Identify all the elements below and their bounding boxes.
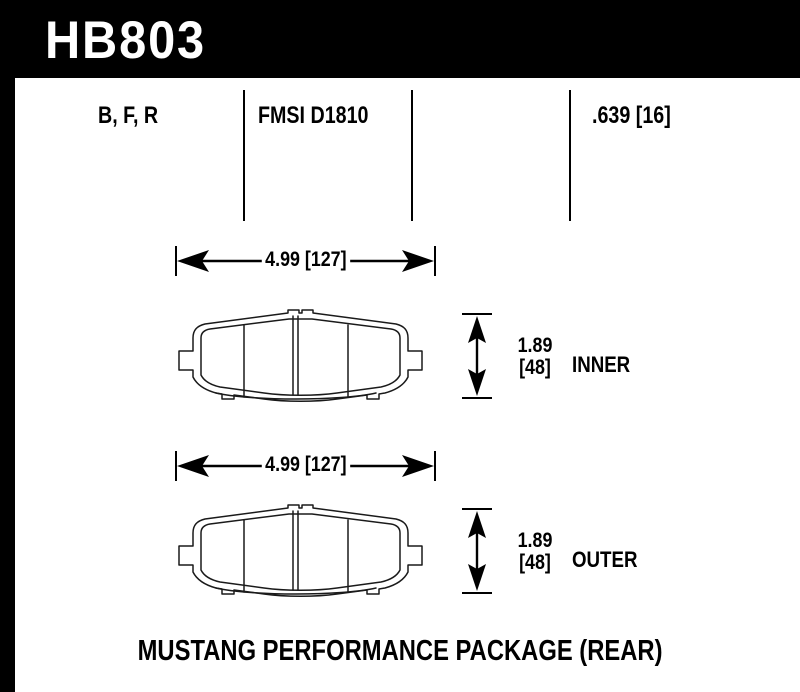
extension-line-left: [175, 246, 177, 276]
page-title: HB803: [45, 11, 206, 70]
extension-line-top: [462, 508, 492, 510]
brake-pad-outline-icon: [178, 504, 423, 597]
brake-pad-drawing-inner: [171, 307, 441, 415]
width-dimension-label-inner: 4.99 [127]: [175, 249, 436, 270]
spec-divider-2: [411, 90, 413, 221]
left-margin-rail: [0, 78, 15, 692]
application-caption: MUSTANG PERFORMANCE PACKAGE (REAR): [137, 635, 663, 667]
dimension-arrow-vertical-icon: [468, 511, 486, 591]
dimension-arrow-line-icon: [177, 455, 434, 477]
extension-line-top: [462, 313, 492, 315]
extension-line-bottom: [462, 592, 492, 594]
extension-line-bottom: [462, 397, 492, 399]
height-dimension-outer: [460, 508, 494, 594]
dimension-arrow-vertical-icon: [468, 316, 486, 396]
brake-pad-drawing-outer: [171, 502, 441, 610]
spec-divider-1: [243, 90, 245, 221]
width-dimension-label-outer: 4.99 [127]: [175, 454, 436, 475]
spec-compound-codes: B, F, R: [98, 102, 159, 129]
extension-line-right: [434, 246, 436, 276]
spec-divider-3: [569, 90, 571, 221]
brake-pad-outline-icon: [178, 309, 423, 402]
extension-line-right: [434, 451, 436, 481]
height-dimension-label-inner: 1.89 [48]: [517, 334, 553, 379]
pad-side-label-inner: INNER: [572, 352, 631, 377]
width-dimension-outer: 4.99 [127]: [175, 451, 436, 485]
spec-thickness-value: .639 [16]: [592, 102, 671, 129]
height-dimension-label-outer: 1.89 [48]: [517, 529, 553, 574]
width-dimension-inner: 4.99 [127]: [175, 246, 436, 280]
pad-side-label-outer: OUTER: [572, 547, 638, 572]
extension-line-left: [175, 451, 177, 481]
header-bar: [0, 0, 800, 78]
dimension-arrow-line-icon: [177, 250, 434, 272]
spec-fmsi-number: FMSI D1810: [258, 102, 369, 129]
height-dimension-inner: [460, 313, 494, 399]
